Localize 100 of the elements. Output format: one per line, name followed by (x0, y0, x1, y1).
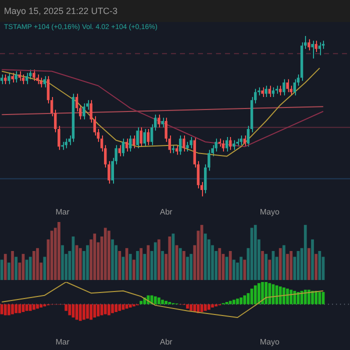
chart-title: Mayo 15, 2025 21:22 UTC-3 (0, 0, 350, 22)
bar (161, 300, 164, 304)
bar (258, 283, 260, 304)
candlestick (140, 126, 142, 148)
bar (164, 300, 168, 304)
bar (14, 304, 18, 314)
bar (278, 286, 282, 304)
x-tick-label: Abr (160, 337, 173, 346)
bar (293, 290, 296, 304)
candlestick (32, 69, 36, 82)
bar (240, 256, 242, 280)
bar (32, 304, 36, 310)
bar (28, 304, 32, 311)
bar (314, 254, 318, 280)
bar (208, 304, 210, 310)
bar (204, 234, 207, 280)
bar (261, 282, 264, 304)
candlestick (311, 40, 314, 59)
bar (200, 304, 204, 312)
bar (86, 304, 89, 319)
bar (128, 254, 132, 280)
bar (40, 304, 42, 308)
bar (186, 304, 189, 309)
bar (4, 304, 7, 316)
bar (58, 222, 60, 280)
bar (264, 282, 268, 304)
bar (104, 304, 107, 314)
bar (86, 245, 89, 280)
bar (182, 251, 186, 280)
candlestick (14, 70, 18, 84)
bar (290, 251, 292, 280)
candlestick (222, 140, 225, 152)
bar (28, 256, 32, 280)
bar (308, 248, 310, 280)
bar (204, 304, 207, 311)
candlestick (40, 77, 42, 88)
candlestick (136, 126, 139, 149)
candlestick (264, 85, 268, 98)
bar (254, 285, 257, 304)
bar (154, 242, 157, 280)
bar (108, 230, 110, 280)
x-tick-label: Mar (56, 207, 70, 216)
bar (318, 251, 322, 280)
bar (286, 288, 289, 304)
bar (122, 304, 125, 310)
bar (186, 256, 189, 280)
bar (136, 251, 139, 280)
bar (128, 304, 132, 308)
bar (132, 260, 136, 280)
bar (143, 254, 146, 280)
bar (104, 228, 107, 280)
bar (36, 304, 39, 309)
bar (304, 290, 307, 304)
bar (140, 248, 142, 280)
bar (111, 239, 114, 280)
candlestick (261, 86, 264, 98)
bar (282, 288, 286, 304)
bar (43, 256, 46, 280)
candlestick (82, 102, 86, 120)
bar (240, 298, 242, 304)
bar (286, 254, 289, 280)
bar (178, 248, 182, 280)
bar (93, 304, 96, 318)
candlestick (158, 114, 160, 128)
candlestick (25, 72, 28, 85)
bar (68, 304, 72, 316)
candlestick (75, 93, 78, 112)
candlestick (186, 141, 189, 152)
bar (236, 298, 239, 304)
candlestick (125, 138, 128, 152)
bar (190, 254, 192, 280)
candlestick (132, 134, 136, 149)
candlestick (286, 78, 289, 93)
bar (61, 245, 64, 280)
candlestick (4, 74, 7, 85)
bar (25, 304, 28, 311)
candlestick (129, 134, 132, 152)
bar (190, 304, 192, 311)
bar (118, 251, 122, 280)
candlestick (182, 134, 186, 152)
candlestick (225, 136, 228, 152)
bar (36, 248, 39, 280)
bar (18, 304, 22, 314)
bar (311, 239, 314, 280)
bar (232, 260, 236, 280)
candlestick (240, 134, 242, 146)
candlestick (22, 74, 25, 85)
bar (111, 304, 114, 314)
candlestick (36, 74, 39, 85)
bar (311, 290, 314, 304)
candlestick (179, 134, 182, 156)
bar (82, 304, 86, 320)
bar (118, 304, 122, 311)
x-tick-label: Mayo (260, 337, 280, 346)
bar (228, 251, 232, 280)
candlestick (11, 72, 14, 84)
bar (232, 300, 236, 304)
x-tick-label: Mar (56, 337, 70, 346)
bar (308, 290, 310, 304)
candlestick (282, 78, 286, 96)
